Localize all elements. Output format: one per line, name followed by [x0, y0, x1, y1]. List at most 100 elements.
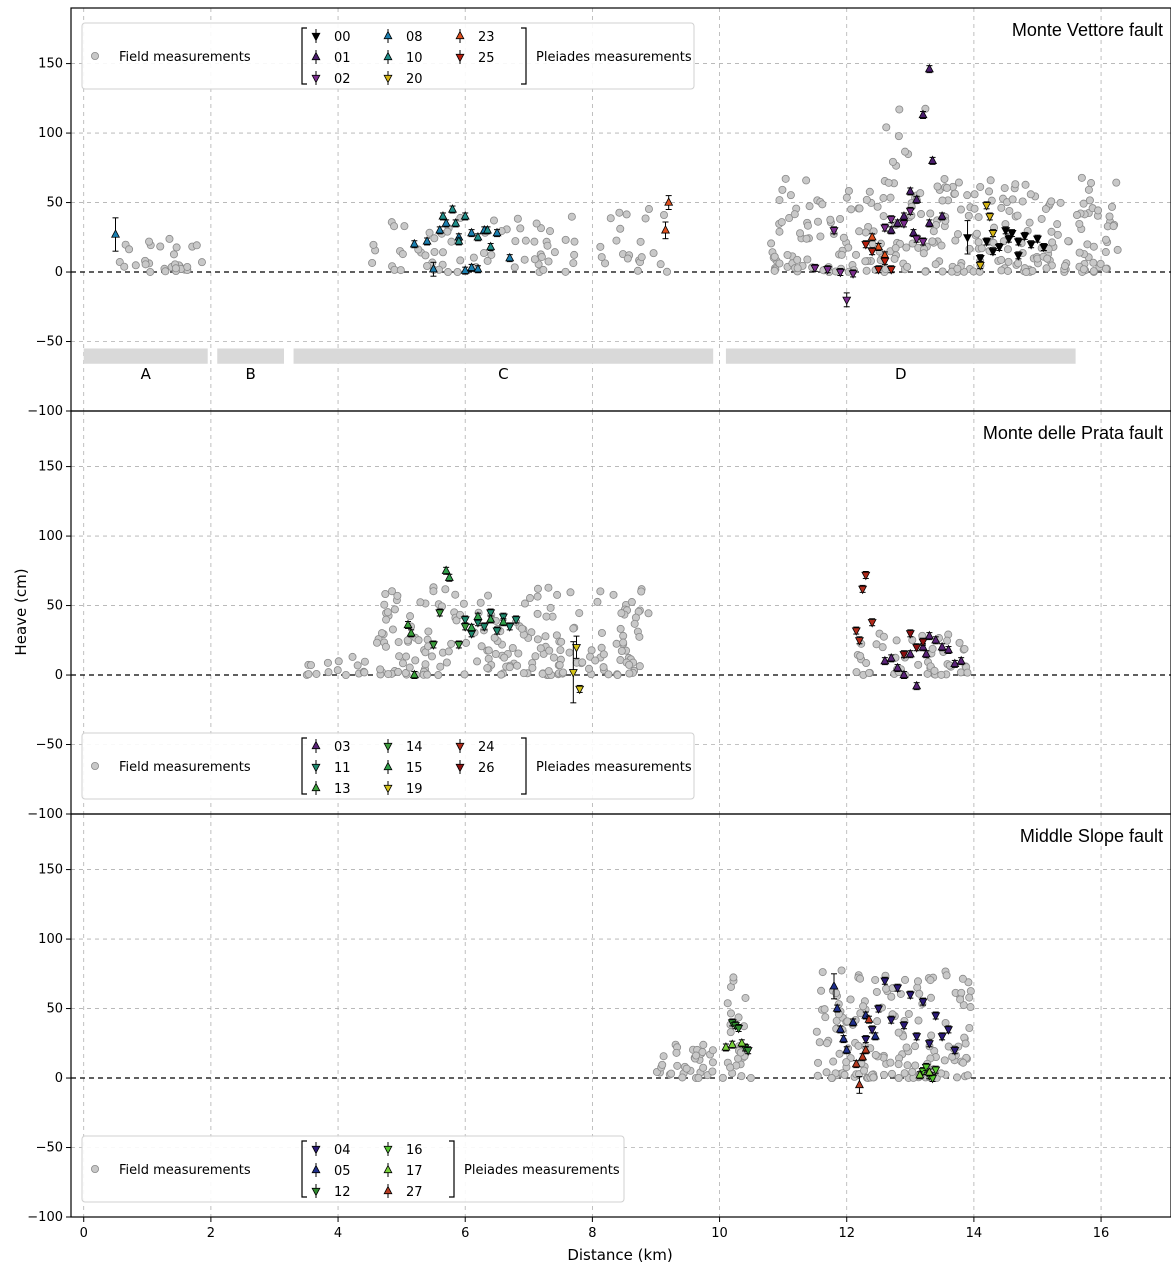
- field-measurement-point: [943, 636, 952, 645]
- field-measurement-point: [888, 157, 897, 166]
- field-measurement-point: [591, 656, 600, 665]
- field-measurement-point: [403, 636, 412, 645]
- panel-title: Middle Slope fault: [1020, 826, 1163, 846]
- pleiades-point-13: [406, 627, 416, 637]
- field-measurement-point: [826, 215, 835, 224]
- pleiades-point-00: [1039, 243, 1049, 253]
- pleiades-point-01: [893, 218, 903, 227]
- field-measurement-point: [708, 1058, 717, 1067]
- field-measurement-point: [895, 105, 904, 114]
- legend-label-27: 27: [406, 1185, 423, 1200]
- pleiades-point-00: [975, 255, 985, 264]
- x-tick-label: 0: [80, 1226, 88, 1241]
- pleiades-point-00: [1020, 232, 1030, 242]
- field-measurement-point: [513, 661, 522, 670]
- pleiades-point-00: [1001, 227, 1011, 236]
- field-measurement-point: [855, 227, 864, 236]
- legend: Field measurements 04 05 12 16 17 27 Pleiades m…: [81, 1135, 625, 1203]
- pleiades-point-27: [864, 1014, 874, 1023]
- pleiades-point-01: [928, 155, 938, 164]
- x-tick-label: 2: [207, 1226, 215, 1241]
- field-measurement-point: [376, 665, 385, 674]
- field-measurement-point: [793, 255, 802, 264]
- pleiades-point-15: [473, 611, 483, 620]
- field-measurement-point: [544, 667, 553, 676]
- field-measurement-point: [844, 186, 853, 195]
- field-measurement-point: [953, 1073, 962, 1082]
- field-measurement-point: [443, 268, 452, 277]
- field-measurement-point: [894, 132, 903, 141]
- pleiades-point-03: [937, 641, 947, 651]
- field-measurement-point: [360, 668, 369, 677]
- pleiades-point-05: [848, 1017, 858, 1026]
- field-measurement-point: [637, 253, 646, 262]
- field-measurement-point: [1056, 198, 1065, 207]
- legend-marker-05: [311, 1164, 321, 1174]
- field-measurement-point: [390, 222, 399, 231]
- field-measurement-point: [1026, 190, 1035, 199]
- field-measurement-point: [746, 1074, 755, 1083]
- field-measurement-point: [938, 196, 947, 205]
- field-measurement-point: [1008, 195, 1017, 204]
- field-measurement-point: [862, 266, 871, 275]
- pleiades-point-01: [924, 63, 934, 73]
- pleiades-point-25: [867, 248, 877, 257]
- field-measurement-point: [447, 237, 456, 246]
- pleiades-point-01: [918, 109, 928, 119]
- field-measurement-point: [879, 212, 888, 221]
- pleiades-point-02: [886, 216, 896, 225]
- field-measurement-point: [161, 267, 170, 276]
- field-measurement-point: [803, 255, 812, 264]
- pleiades-point-04: [874, 1005, 884, 1014]
- field-measurement-point: [530, 255, 539, 264]
- legend-bracket-left: [301, 1140, 307, 1198]
- y-tick-label: 150: [38, 863, 63, 878]
- field-measurement-point: [380, 600, 389, 609]
- field-measurement-point: [532, 219, 541, 228]
- field-measurement-point: [516, 224, 525, 233]
- pleiades-point-03: [880, 655, 890, 665]
- field-measurement-point: [533, 584, 542, 593]
- panel-1: −100 −50 0 50 100 150 Monte delle Prata fault F…: [27, 410, 1171, 822]
- pleiades-point-02: [880, 224, 890, 233]
- field-measurement-point: [767, 239, 776, 248]
- field-measurement-point: [913, 977, 922, 986]
- field-measurement-point: [708, 1046, 717, 1055]
- pleiades-point-14: [428, 641, 438, 650]
- pleiades-point-01: [899, 211, 909, 220]
- pleiades-point-13: [409, 669, 419, 679]
- field-measurement-point: [736, 1048, 745, 1057]
- field-measurement-point: [902, 243, 911, 252]
- field-measurement-point: [125, 245, 134, 254]
- field-measurement-point: [566, 588, 575, 597]
- pleiades-point-24: [851, 627, 861, 636]
- field-measurement-point: [1089, 258, 1098, 267]
- pleiades-point-03: [931, 634, 941, 644]
- field-measurement-point: [625, 660, 634, 669]
- field-measurement-point: [880, 1070, 889, 1079]
- pleiades-point-11: [492, 627, 502, 636]
- field-measurement-point: [561, 267, 570, 276]
- pleiades-point-02: [899, 220, 909, 229]
- panel-data: [652, 966, 975, 1094]
- field-measurement-point: [462, 638, 471, 647]
- pleiades-point-05: [832, 1003, 842, 1012]
- legend-marker-20: [383, 74, 393, 84]
- field-measurement-point: [816, 232, 825, 241]
- field-measurement-point: [937, 670, 946, 679]
- field-measurement-point: [401, 669, 410, 678]
- field-measurement-point: [388, 625, 397, 634]
- pleiades-point-10: [473, 231, 483, 241]
- field-measurement-point: [635, 632, 644, 641]
- field-measurement-point: [520, 599, 529, 608]
- field-measurement-point: [997, 255, 1006, 264]
- field-measurement-point: [617, 646, 626, 655]
- field-measurement-point: [436, 662, 445, 671]
- field-measurement-point: [997, 203, 1006, 212]
- field-measurement-point: [1018, 197, 1027, 206]
- field-measurement-point: [678, 1073, 687, 1082]
- field-measurement-point: [172, 243, 181, 252]
- field-measurement-point: [882, 123, 891, 132]
- field-measurement-point: [353, 661, 362, 670]
- legend-marker-15: [383, 761, 393, 771]
